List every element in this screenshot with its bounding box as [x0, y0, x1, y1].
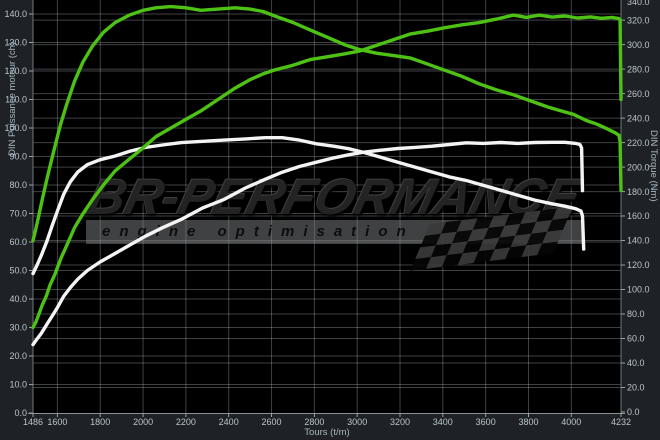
svg-text:3400: 3400	[433, 417, 453, 427]
svg-text:20.0: 20.0	[9, 351, 27, 361]
svg-text:100.0: 100.0	[627, 285, 650, 295]
svg-text:320.0: 320.0	[627, 15, 650, 25]
svg-text:40.0: 40.0	[9, 294, 27, 304]
svg-text:130.0: 130.0	[4, 38, 27, 48]
plot-area	[33, 0, 621, 413]
svg-text:240.0: 240.0	[627, 113, 650, 123]
svg-text:120.0: 120.0	[4, 66, 27, 76]
svg-text:90.0: 90.0	[9, 152, 27, 162]
svg-text:140.0: 140.0	[627, 236, 650, 246]
svg-text:1800: 1800	[90, 417, 110, 427]
svg-text:340.0: 340.0	[627, 0, 650, 7]
svg-text:260.0: 260.0	[627, 89, 650, 99]
svg-text:60.0: 60.0	[627, 334, 645, 344]
svg-text:40.0: 40.0	[627, 358, 645, 368]
svg-text:0.0: 0.0	[14, 408, 27, 418]
svg-text:2600: 2600	[261, 417, 281, 427]
svg-text:10.0: 10.0	[9, 380, 27, 390]
svg-text:3800: 3800	[518, 417, 538, 427]
svg-text:120.0: 120.0	[627, 260, 650, 270]
svg-text:30.0: 30.0	[9, 323, 27, 333]
right-axis-title: DIN Torque (Nm)	[648, 130, 659, 202]
svg-text:70.0: 70.0	[9, 209, 27, 219]
svg-text:110.0: 110.0	[5, 95, 27, 105]
svg-text:140.0: 140.0	[4, 9, 27, 19]
svg-text:160.0: 160.0	[627, 211, 650, 221]
svg-text:2200: 2200	[176, 417, 196, 427]
left-axis-title: DIN Puissance moteur (ch)	[7, 41, 18, 156]
svg-text:80.0: 80.0	[9, 180, 27, 190]
svg-text:60.0: 60.0	[9, 237, 27, 247]
svg-text:2800: 2800	[304, 417, 324, 427]
svg-text:4232: 4232	[611, 417, 631, 427]
svg-text:1600: 1600	[47, 417, 67, 427]
svg-text:80.0: 80.0	[627, 309, 645, 319]
svg-text:2000: 2000	[133, 417, 153, 427]
svg-text:3200: 3200	[390, 417, 410, 427]
svg-text:20.0: 20.0	[627, 383, 645, 393]
svg-text:50.0: 50.0	[9, 266, 27, 276]
svg-text:300.0: 300.0	[627, 40, 650, 50]
svg-text:4000: 4000	[561, 417, 581, 427]
x-axis-title: Tours (t/m)	[304, 427, 350, 438]
svg-text:220.0: 220.0	[627, 138, 650, 148]
svg-text:200.0: 200.0	[627, 162, 650, 172]
svg-text:280.0: 280.0	[627, 64, 650, 74]
svg-text:180.0: 180.0	[627, 187, 650, 197]
svg-text:0.0: 0.0	[627, 407, 640, 417]
svg-text:3600: 3600	[476, 417, 496, 427]
svg-text:2400: 2400	[219, 417, 239, 427]
svg-text:100.0: 100.0	[4, 123, 27, 133]
svg-text:1486: 1486	[23, 417, 43, 427]
svg-text:3000: 3000	[347, 417, 367, 427]
